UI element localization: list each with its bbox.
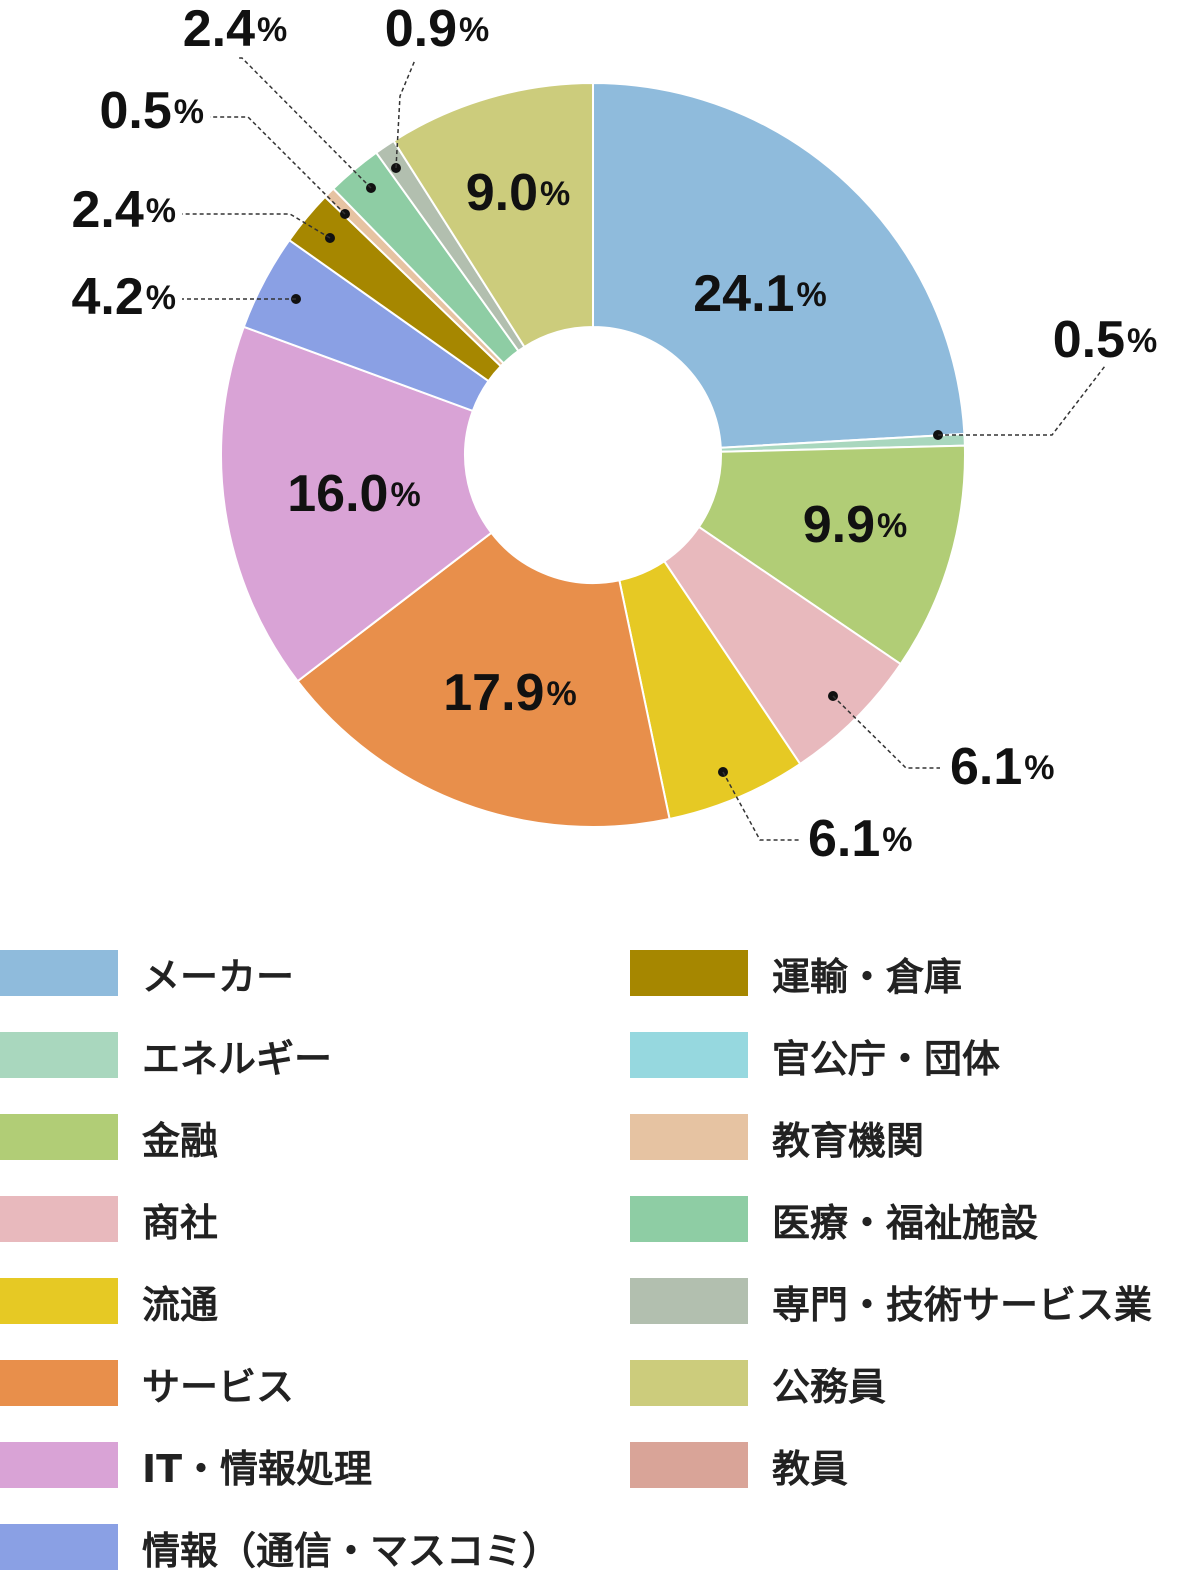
legend-swatch (0, 1524, 118, 1570)
legend-item: エネルギー (0, 1032, 332, 1081)
legend-swatch (630, 1442, 748, 1488)
data-label-14: 9.0% (466, 164, 571, 222)
data-label-2: 0.5% (1053, 311, 1158, 369)
legend-label: 専門・技術サービス業 (772, 1282, 1153, 1327)
legend-item: サービス (0, 1360, 294, 1409)
legend-label: 商社 (142, 1200, 219, 1245)
data-label-9: 2.4% (71, 181, 176, 239)
data-label-4: 6.1% (950, 738, 1055, 796)
slice-7 (220, 325, 493, 683)
legend-label: 教育機関 (772, 1118, 925, 1163)
legend-item: 公務員 (630, 1360, 886, 1409)
leader-line-13 (395, 59, 416, 169)
leader-line-5 (722, 771, 800, 841)
slice-1 (592, 81, 966, 449)
leader-line-12 (238, 57, 372, 189)
legend-item: メーカー (0, 950, 294, 999)
legend-item: 流通 (0, 1278, 218, 1327)
legend-label: 医療・福祉施設 (772, 1200, 1039, 1245)
legend-swatch (630, 1278, 748, 1324)
legend-item: 教育機関 (630, 1114, 924, 1163)
legend-label: エネルギー (142, 1036, 333, 1081)
legend-item: 商社 (0, 1196, 218, 1245)
legend-swatch (0, 1278, 118, 1324)
data-label-1: 24.1% (693, 265, 826, 323)
legend-swatch (0, 950, 118, 996)
legend-label: 運輸・倉庫 (772, 954, 963, 999)
legend-label: 官公庁・団体 (772, 1036, 1001, 1081)
data-label-8: 4.2% (71, 268, 176, 326)
data-label-6: 17.9% (443, 664, 576, 722)
legend-item: 金融 (0, 1114, 218, 1163)
legend-item: 医療・福祉施設 (630, 1196, 1038, 1245)
legend-swatch (630, 1032, 748, 1078)
legend-item: 情報（通信・マスコミ） (0, 1524, 560, 1573)
data-label-7: 16.0% (287, 465, 420, 523)
legend-label: 金融 (142, 1118, 219, 1163)
legend-item: 官公庁・団体 (630, 1032, 1000, 1081)
legend-swatch (630, 950, 748, 996)
legend-label: 情報（通信・マスコミ） (142, 1528, 561, 1573)
legend-swatch (630, 1360, 748, 1406)
slice-14 (392, 81, 594, 349)
legend-label: 教員 (772, 1446, 849, 1491)
legend-label: サービス (142, 1364, 295, 1409)
legend-label: 流通 (142, 1282, 219, 1327)
legend-label: IT・情報処理 (142, 1446, 373, 1491)
leader-line-9 (182, 213, 331, 239)
legend-swatch (0, 1196, 118, 1242)
data-label-13: 0.9% (385, 0, 490, 58)
legend-swatch (0, 1360, 118, 1406)
legend-item: 運輸・倉庫 (630, 950, 962, 999)
data-label-5: 6.1% (808, 810, 913, 868)
legend-swatch (630, 1196, 748, 1242)
donut-chart: 24.1% 0.5% 9.9% 6.1% 6.1% 17.9% 16.0% 4.2% 2.4% 0… (71, 0, 1158, 868)
legend-item: 教員 (630, 1442, 848, 1491)
legend-item: IT・情報処理 (0, 1442, 372, 1491)
data-label-12: 2.4% (183, 0, 288, 58)
slice-6 (296, 531, 671, 828)
leader-line-2 (938, 365, 1106, 436)
legend-item: 専門・技術サービス業 (630, 1278, 1152, 1327)
legend-swatch (0, 1032, 118, 1078)
data-label-11: 0.5% (99, 82, 204, 140)
legend-swatch (0, 1442, 118, 1488)
data-label-3: 9.9% (803, 496, 908, 554)
legend-label: メーカー (142, 954, 295, 999)
legend-swatch (0, 1114, 118, 1160)
legend-swatch (630, 1114, 748, 1160)
legend-label: 公務員 (772, 1364, 887, 1409)
leader-line-11 (210, 116, 346, 215)
slice-3 (697, 444, 966, 666)
legend: メーカーエネルギー金融商社流通サービス IT・情報処理情報（通信・マスコミ） 運輸・… (0, 950, 1200, 1590)
